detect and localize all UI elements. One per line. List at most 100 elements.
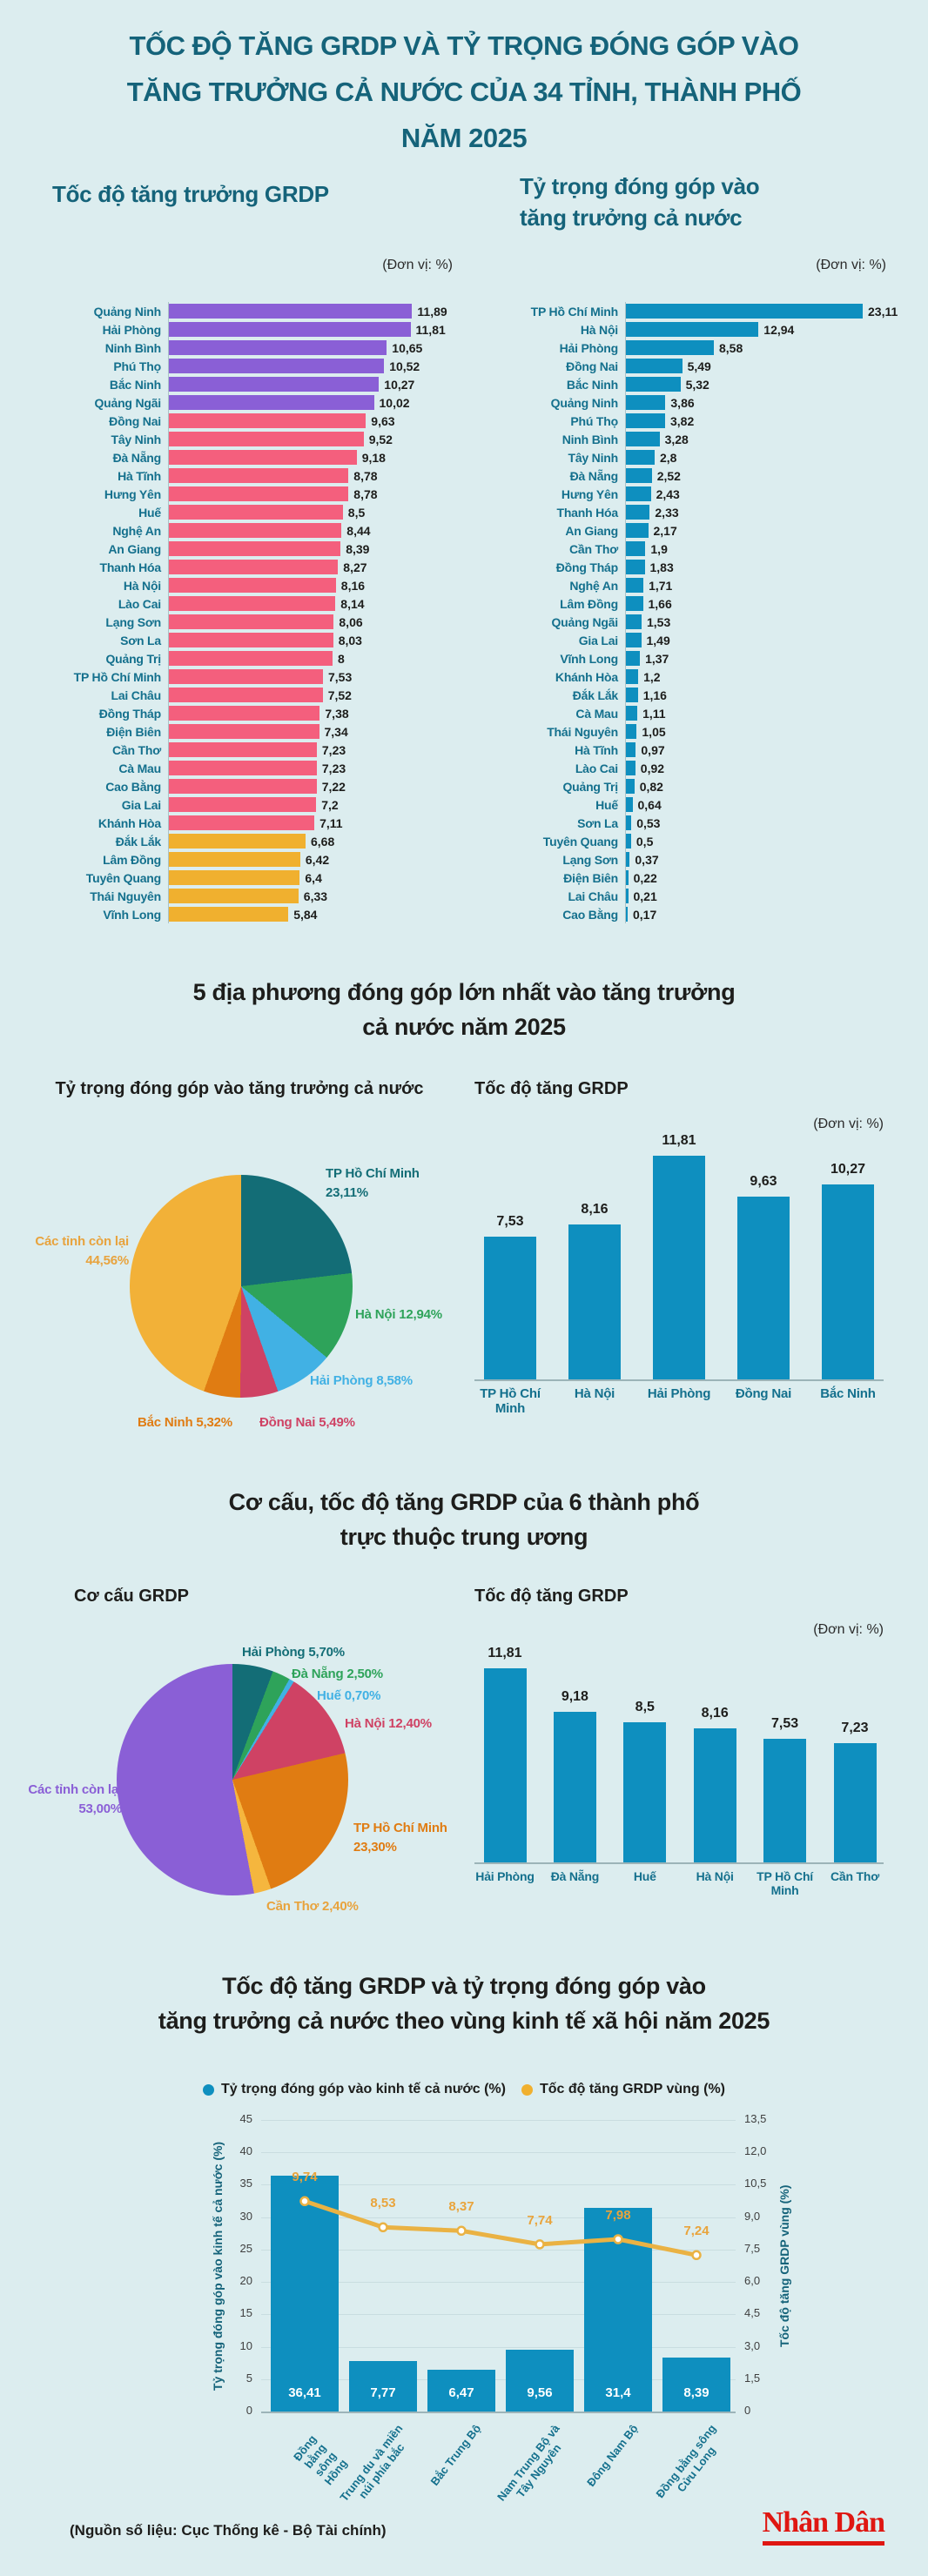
line-point-marker bbox=[691, 2250, 702, 2261]
bar-value: 2,17 bbox=[653, 523, 677, 538]
bar-value: 1,11 bbox=[642, 706, 666, 721]
bar bbox=[653, 1155, 705, 1379]
bar-row: Khánh Hòa 1,2 bbox=[474, 667, 924, 686]
bar-track: 2,43 bbox=[625, 485, 924, 503]
bar-row: Đồng Tháp 7,38 bbox=[17, 704, 460, 722]
bar-label: Đồng Nai bbox=[566, 359, 618, 373]
pie-slice-label: Đà Nẵng 2,50% bbox=[292, 1667, 383, 1681]
bar bbox=[626, 688, 638, 702]
bar-label: Hải Phòng bbox=[559, 340, 619, 355]
cities-pie-title: Cơ cấu GRDP bbox=[74, 1587, 190, 1606]
bar bbox=[169, 834, 306, 849]
bar-value: 10,02 bbox=[379, 395, 410, 410]
bar-value: 9,63 bbox=[371, 413, 395, 428]
bar-row: Lai Châu 7,52 bbox=[17, 686, 460, 704]
bar-track: 1,53 bbox=[625, 613, 924, 631]
gridline bbox=[261, 2184, 736, 2186]
bar-label: Cần Thơ bbox=[569, 541, 618, 556]
bar-value: 2,33 bbox=[655, 505, 679, 520]
bar-label: Đắk Lắk bbox=[572, 688, 618, 702]
bar bbox=[626, 505, 650, 520]
bar-row: Đồng Nai 5,49 bbox=[474, 357, 924, 375]
bar bbox=[626, 340, 714, 355]
bar bbox=[169, 779, 317, 794]
bar-value-label: 10,27 bbox=[830, 1162, 866, 1177]
bar-value: 7,22 bbox=[321, 779, 346, 794]
bar bbox=[169, 633, 333, 647]
bar-row: Thanh Hóa 2,33 bbox=[474, 503, 924, 521]
bar bbox=[169, 541, 341, 556]
bar-track: 8,39 bbox=[168, 540, 460, 558]
line-point-marker bbox=[456, 2225, 467, 2237]
left-axis-tick-label: 40 bbox=[239, 2144, 252, 2158]
source-note: (Nguồn số liệu: Cục Thống kê - Bộ Tài ch… bbox=[70, 2522, 387, 2539]
left-axis-tick-label: 10 bbox=[239, 2338, 252, 2352]
bar bbox=[623, 1722, 667, 1862]
bar-row: Lâm Đồng 6,42 bbox=[17, 850, 460, 869]
bar-row: Điện Biên 0,22 bbox=[474, 869, 924, 887]
bar-track: 0,64 bbox=[625, 795, 924, 814]
bar-row: Quảng Trị 0,82 bbox=[474, 777, 924, 795]
bar-category-label: TP Hồ Chí Minh bbox=[757, 1869, 814, 1897]
pie-slice-label: TP Hồ Chí Minh 23,30% bbox=[353, 1821, 447, 1855]
left-axis-tick-label: 30 bbox=[239, 2209, 252, 2223]
bar-value-label: 11,81 bbox=[488, 1645, 522, 1660]
bar-label: Vĩnh Long bbox=[560, 651, 618, 666]
bar-row: Quảng Trị 8 bbox=[17, 649, 460, 667]
bar-value: 7,34 bbox=[324, 724, 348, 739]
right-axis-tick-label: 9,0 bbox=[744, 2209, 761, 2223]
bar bbox=[626, 669, 639, 684]
bar-label: Phú Thọ bbox=[113, 359, 161, 373]
growth-chart-unit: (Đơn vị: %) bbox=[382, 258, 453, 272]
bar-row: Huế 0,64 bbox=[474, 795, 924, 814]
bar bbox=[626, 779, 635, 794]
bar-category-label: Hải Phòng bbox=[475, 1869, 535, 1883]
bar-track: 1,11 bbox=[625, 704, 924, 722]
bar bbox=[169, 505, 343, 520]
bar-label: Lâm Đồng bbox=[103, 852, 161, 867]
bar-value: 8,03 bbox=[338, 633, 362, 647]
bar-label: Lạng Sơn bbox=[105, 614, 161, 629]
bar bbox=[626, 907, 628, 922]
combo-left-axis-title: Tỷ trọng đóng góp vào kinh tế cả nước (%… bbox=[211, 2141, 225, 2391]
bar-value: 9,18 bbox=[361, 450, 386, 465]
bar-value: 7,11 bbox=[319, 815, 343, 830]
bar-label: Vĩnh Long bbox=[103, 907, 161, 922]
bar-value: 0,21 bbox=[633, 889, 657, 903]
bar-label: Cà Mau bbox=[575, 706, 618, 721]
right-axis-tick-label: 12,0 bbox=[744, 2144, 767, 2158]
bar-value: 8,58 bbox=[719, 340, 743, 355]
bar-row: Thái Nguyên 1,05 bbox=[474, 722, 924, 741]
bar-track: 6,4 bbox=[168, 869, 460, 887]
bar-track: 10,52 bbox=[168, 357, 460, 375]
line-series bbox=[299, 2196, 702, 2261]
bar-row: Hưng Yên 2,43 bbox=[474, 485, 924, 503]
bar-value: 1,83 bbox=[649, 560, 674, 574]
bar-track: 11,89 bbox=[168, 302, 460, 320]
bar-track: 1,71 bbox=[625, 576, 924, 594]
bar-track: 0,37 bbox=[625, 850, 924, 869]
bar-track: 6,68 bbox=[168, 832, 460, 850]
bar-row: Phú Thọ 10,52 bbox=[17, 357, 460, 375]
bar-value: 1,49 bbox=[646, 633, 670, 647]
bar bbox=[626, 359, 683, 373]
bar bbox=[568, 1224, 621, 1379]
bar-track: 10,65 bbox=[168, 339, 460, 357]
bar bbox=[169, 432, 364, 446]
category-label: Đồng bằng sông Cửu Long bbox=[653, 2422, 719, 2501]
bar-label: Nghệ An bbox=[112, 523, 161, 538]
category-label: Trung du và miền núi phía bắc bbox=[337, 2422, 407, 2505]
bar-track: 8,44 bbox=[168, 521, 460, 540]
gridline bbox=[261, 2282, 736, 2284]
bar-value-label: 9,63 bbox=[750, 1174, 777, 1190]
bar bbox=[169, 578, 336, 593]
bar-row: Lào Cai 0,92 bbox=[474, 759, 924, 777]
bar-value: 2,52 bbox=[656, 468, 681, 483]
bar-label: Hà Tĩnh bbox=[575, 742, 618, 757]
bar bbox=[349, 2361, 417, 2412]
left-axis-tick-label: 0 bbox=[245, 2404, 252, 2417]
bar bbox=[626, 541, 646, 556]
bar bbox=[169, 359, 385, 373]
bar-track: 7,34 bbox=[168, 722, 460, 741]
bar-value: 11,89 bbox=[417, 304, 447, 319]
